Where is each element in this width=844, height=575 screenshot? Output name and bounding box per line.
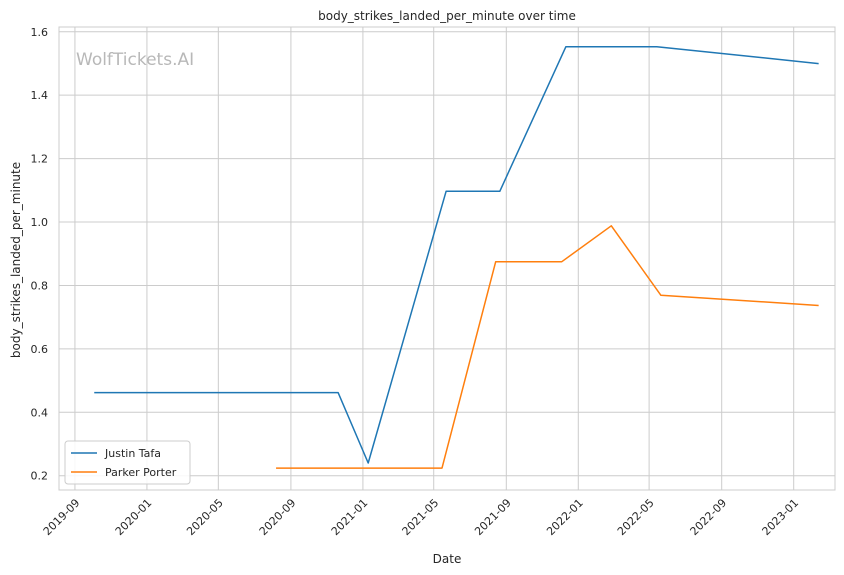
- series-line-parker-porter: [276, 225, 819, 469]
- x-axis-title: Date: [433, 552, 462, 566]
- series-line-justin-tafa: [94, 45, 819, 464]
- y-axis-title: body_strikes_landed_per_minute: [9, 162, 23, 358]
- legend-label-parker-porter: Parker Porter: [105, 466, 177, 479]
- y-tick-label-1-0: 1.0: [31, 216, 49, 229]
- y-tick-label-0-2: 0.2: [31, 470, 49, 483]
- legend-label-justin-tafa: Justin Tafa: [104, 447, 161, 460]
- y-tick-label-1-4: 1.4: [31, 89, 49, 102]
- legend: Justin Tafa Parker Porter: [64, 440, 191, 485]
- y-tick-label-1-2: 1.2: [31, 153, 49, 166]
- series-lines: [94, 45, 819, 469]
- chart-title: body_strikes_landed_per_minute over time: [318, 9, 576, 23]
- y-tick-label-0-6: 0.6: [31, 343, 49, 356]
- y-tick-label-0-4: 0.4: [31, 406, 49, 419]
- plot-frame: [58, 26, 836, 491]
- legend-box: [64, 440, 191, 485]
- y-tick-labels: 0.2 0.4 0.6 0.8 1.0 1.2 1.4 1.6: [31, 26, 49, 483]
- y-tick-label-0-8: 0.8: [31, 279, 49, 292]
- y-tick-label-1-6: 1.6: [31, 26, 49, 39]
- watermark: WolfTickets.AI: [76, 50, 194, 70]
